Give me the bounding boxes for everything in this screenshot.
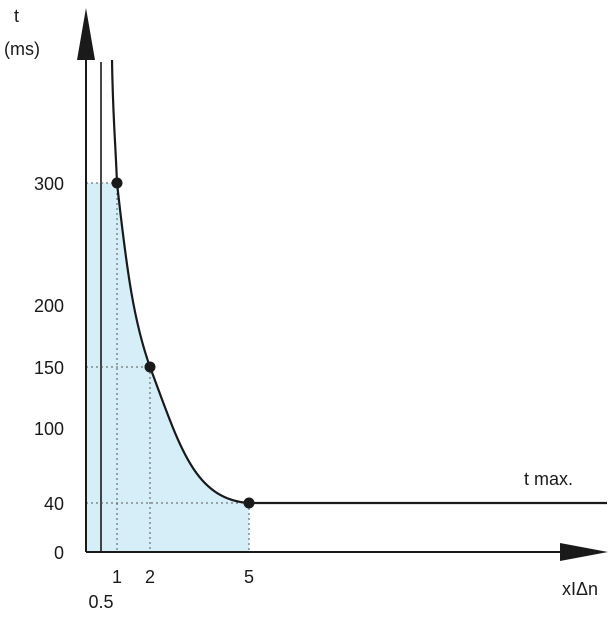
y-tick-label: 200	[34, 296, 64, 316]
y-tick-labels: 300 200 150 100 40 0	[34, 174, 64, 563]
y-tick-label: 100	[34, 419, 64, 439]
data-markers	[111, 177, 255, 509]
x-tick-labels: 1 2 5 0.5	[88, 567, 254, 612]
x-tick-label: 2	[145, 567, 155, 587]
x-axis-label: xIΔn	[562, 579, 598, 599]
y-axis-arrow	[77, 8, 95, 60]
data-point	[111, 177, 123, 189]
y-axis-unit: (ms)	[4, 39, 40, 59]
annotation-t-max: t max.	[524, 469, 573, 489]
y-tick-label: 150	[34, 358, 64, 378]
x-tick-label: 1	[112, 567, 122, 587]
x-tick-label-half: 0.5	[88, 592, 113, 612]
y-tick-label: 40	[44, 494, 64, 514]
series-line	[110, 59, 607, 505]
data-point	[144, 361, 156, 373]
y-tick-label: 0	[54, 543, 64, 563]
data-point	[243, 497, 255, 509]
x-tick-label: 5	[244, 567, 254, 587]
shaded-region	[86, 183, 249, 552]
y-tick-label: 300	[34, 174, 64, 194]
x-axis-arrow	[560, 543, 608, 561]
y-axis-label: t	[14, 6, 19, 26]
